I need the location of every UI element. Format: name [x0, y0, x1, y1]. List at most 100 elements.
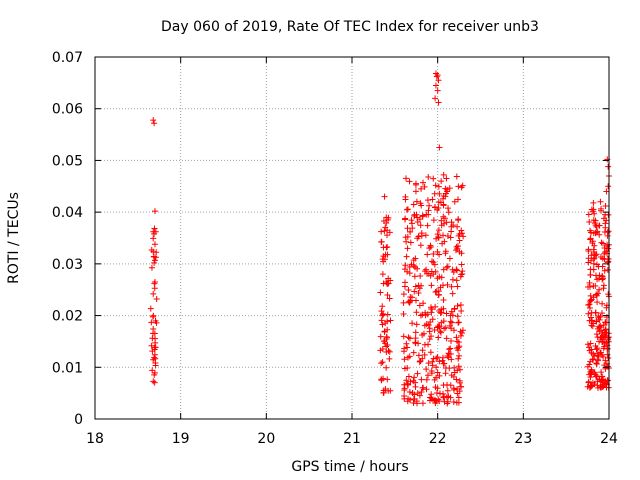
data-point — [433, 389, 440, 396]
data-point — [407, 378, 414, 385]
data-point — [383, 348, 390, 355]
data-point — [434, 248, 441, 255]
data-point — [605, 183, 612, 190]
data-point — [410, 349, 417, 356]
data-point — [414, 219, 421, 226]
data-point — [153, 296, 160, 303]
data-point — [598, 310, 605, 317]
data-point — [446, 185, 453, 192]
data-point — [423, 266, 430, 273]
data-point — [585, 255, 592, 262]
data-point — [411, 273, 418, 280]
data-point — [149, 330, 156, 337]
data-point — [418, 185, 425, 192]
data-point — [408, 217, 415, 224]
data-point — [586, 361, 593, 368]
data-point — [410, 396, 417, 403]
data-point — [407, 228, 414, 235]
data-point — [438, 274, 445, 281]
data-point — [400, 299, 407, 306]
data-point — [379, 321, 386, 328]
data-point — [151, 241, 158, 248]
data-point — [404, 268, 411, 275]
data-point — [433, 374, 440, 381]
data-point — [444, 188, 451, 195]
data-point — [449, 290, 456, 297]
data-point — [424, 270, 431, 277]
data-point — [414, 400, 421, 407]
data-point — [453, 266, 460, 273]
data-point — [433, 288, 440, 295]
data-point — [454, 283, 461, 290]
data-point — [598, 377, 605, 384]
data-point — [605, 354, 612, 361]
data-point — [454, 242, 461, 249]
x-tick-label: 22 — [429, 431, 447, 447]
data-point — [409, 320, 416, 327]
data-point — [450, 327, 457, 334]
data-point — [440, 195, 447, 202]
data-point — [387, 317, 394, 324]
data-point — [405, 286, 412, 293]
data-point — [601, 267, 608, 274]
data-point — [384, 227, 391, 234]
data-point — [456, 388, 463, 395]
data-point — [407, 239, 414, 246]
y-axis-label: ROTI / TECUs — [6, 192, 22, 284]
data-point — [587, 227, 594, 234]
data-point — [453, 399, 460, 406]
data-point — [428, 333, 435, 340]
data-point — [596, 338, 603, 345]
data-point — [402, 262, 409, 269]
data-point — [604, 334, 611, 341]
data-point — [406, 388, 413, 395]
data-point — [418, 389, 425, 396]
data-point — [417, 242, 424, 249]
data-point — [382, 320, 389, 327]
data-point — [593, 373, 600, 380]
data-point — [438, 319, 445, 326]
data-point — [586, 384, 593, 391]
data-point — [451, 198, 458, 205]
data-point — [453, 173, 460, 180]
data-point — [587, 374, 594, 381]
data-point — [151, 351, 158, 358]
data-point — [601, 256, 608, 263]
data-point — [452, 247, 459, 254]
data-point — [434, 231, 441, 238]
data-point — [402, 215, 409, 222]
data-point — [447, 350, 454, 357]
data-point — [150, 378, 157, 385]
data-point — [432, 95, 439, 102]
data-point — [599, 381, 606, 388]
data-point — [422, 232, 429, 239]
x-axis-label: GPS time / hours — [291, 459, 408, 475]
data-point — [453, 334, 460, 341]
data-point — [585, 310, 592, 317]
data-point — [458, 307, 465, 314]
data-point — [604, 259, 611, 266]
data-point — [586, 218, 593, 225]
data-point — [429, 196, 436, 203]
data-point — [590, 249, 597, 256]
data-point — [447, 394, 454, 401]
data-point — [434, 354, 441, 361]
data-point — [430, 355, 437, 362]
data-point — [457, 366, 464, 373]
data-point — [419, 347, 426, 354]
data-point — [435, 334, 442, 341]
data-point — [457, 273, 464, 280]
data-point — [454, 267, 461, 274]
data-point — [457, 302, 464, 309]
data-point — [426, 336, 433, 343]
data-point — [435, 199, 442, 206]
data-point — [600, 353, 607, 360]
data-point — [442, 324, 449, 331]
x-tick-label: 19 — [172, 431, 190, 447]
data-point — [457, 383, 464, 390]
data-point — [384, 216, 391, 223]
data-point — [435, 77, 442, 84]
data-point — [150, 290, 157, 297]
y-tick-label: 0.03 — [52, 257, 83, 273]
data-point — [442, 364, 449, 371]
